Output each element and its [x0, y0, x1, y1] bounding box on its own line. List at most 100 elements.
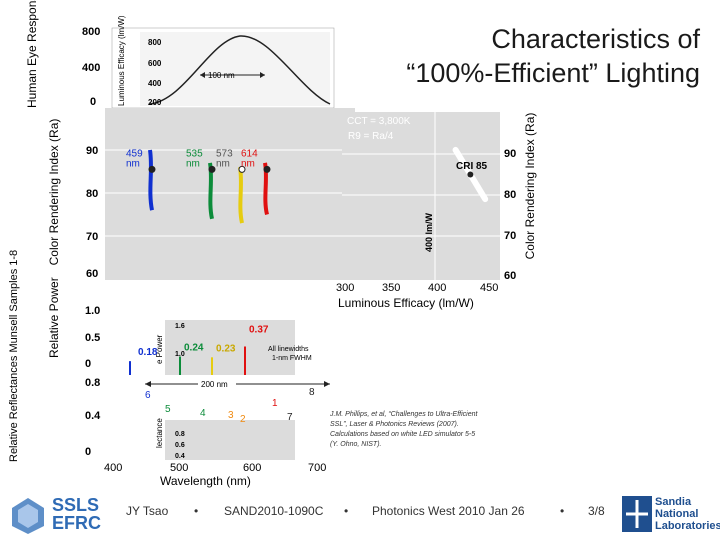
cri-label-number: 573: [216, 148, 233, 159]
eye-tick-800: 800: [82, 26, 101, 38]
munsell-sample-4: 4: [200, 408, 206, 419]
ssls-logo-icon: [12, 498, 44, 534]
inset-efficacy-tick-800: 800: [148, 38, 162, 47]
inset-efficacy-tick-400: 400: [148, 79, 162, 88]
cct-annotation: CCT = 3,800K: [347, 116, 411, 127]
reflectance-panel: [165, 420, 295, 460]
footer-page: 3/8: [588, 504, 605, 518]
power-tick-05: 0.5: [85, 332, 101, 344]
cri-label-number: 459: [126, 148, 143, 159]
cri-right-tick-80: 80: [504, 189, 517, 201]
r9-annotation: R9 = Ra/4: [348, 131, 394, 142]
power-tick-0: 0: [85, 358, 92, 370]
cri85-annotation: CRI 85: [456, 161, 488, 172]
slide-title: Characteristics of “100%-Efficient” Ligh…: [340, 22, 700, 90]
footer-sep-1: •: [194, 504, 199, 518]
cri-marker-535nm: [208, 165, 216, 173]
munsell-sample-1: 1: [272, 398, 278, 409]
footer: SSLS EFRC JY Tsao • SAND2010-1090C • Pho…: [0, 490, 720, 540]
cri-line-459nm: [148, 149, 154, 211]
ssls-logo-text: SSLS EFRC: [52, 495, 101, 533]
cri-label-unit: nm: [126, 158, 140, 169]
wl-tick-500: 500: [170, 462, 189, 474]
footer-sep-3: •: [560, 504, 565, 518]
cri-label-unit: nm: [241, 158, 255, 169]
cri-right-tick-90: 90: [504, 148, 517, 160]
eff-tick-400: 400: [428, 282, 447, 294]
eff-tick-300: 300: [336, 282, 355, 294]
power-value-label: 0.18: [138, 347, 158, 358]
footer-sep-2: •: [344, 504, 349, 518]
cri-label-unit: nm: [216, 158, 230, 169]
inset-efficacy-tick-200: 200: [148, 98, 162, 107]
power-value-label: 0.37: [249, 325, 269, 336]
munsell-sample-6: 6: [145, 390, 151, 401]
cri-label-number: 614: [241, 148, 258, 159]
cri-left-tick-70: 70: [86, 231, 99, 243]
cri-marker-614nm: [263, 165, 271, 173]
power-value-label: 0.24: [184, 343, 204, 354]
power-tick-10: 1.0: [85, 305, 101, 317]
power-panel: [165, 320, 295, 375]
wl-tick-600: 600: [243, 462, 262, 474]
title-line-2: “100%-Efficient” Lighting: [406, 58, 700, 88]
eye-tick-400: 400: [82, 62, 101, 74]
munsell-sample-8: 8: [309, 387, 315, 398]
inset-reflect-label: lectance: [155, 418, 164, 448]
title-line-1: Characteristics of: [491, 24, 700, 54]
eff-tick-350: 350: [382, 282, 401, 294]
wavelength-axis-label: Wavelength (nm): [160, 474, 251, 488]
footer-doc-id: SAND2010-1090C: [224, 504, 324, 518]
wl-tick-400: 400: [104, 462, 123, 474]
inset-power-tick-16: 1.6: [175, 323, 185, 330]
efficacy-gridlines: [342, 153, 500, 237]
munsell-sample-7: 7: [287, 412, 293, 423]
inset-efficacy-label: Luminous Efficacy (lm/W): [117, 15, 126, 106]
cri-gridlines: [105, 149, 355, 237]
eye-tick-0: 0: [90, 96, 97, 108]
sandia-logo-icon: [622, 496, 652, 532]
inset-reflect-tick-08: 0.8: [175, 431, 185, 438]
inset-reflect-tick-04: 0.4: [175, 453, 185, 460]
span-200nm-label: 200 nm: [201, 380, 228, 389]
lm400-label: 400 lm/W: [424, 212, 434, 252]
eye-response-curve: [149, 35, 331, 105]
power-bars: 0.18 0.24 0.23 0.37: [129, 325, 269, 375]
span-arrow-right: [324, 381, 330, 387]
footer-event: Photonics West 2010 Jan 26: [372, 504, 525, 518]
cri-panel: [105, 108, 355, 280]
cri-marker-459nm: [148, 165, 156, 173]
cri-right-tick-70: 70: [504, 230, 517, 242]
cri-label-number: 535: [186, 148, 203, 159]
linewidth-note-2: 1-nm FWHM: [272, 355, 312, 362]
inset-100nm-label: 100 nm: [208, 71, 235, 80]
sandia-logo-text: Sandia National Laboratories: [655, 496, 720, 532]
efficacy-panel: [342, 112, 500, 280]
munsell-sample-5: 5: [165, 404, 171, 415]
inset-power-label: e Power: [155, 334, 164, 364]
cri-left-tick-80: 80: [86, 188, 99, 200]
cri-label-unit: nm: [186, 158, 200, 169]
cri-right-axis-label: Color Rendering Index (Ra): [523, 112, 537, 260]
reflect-tick-08: 0.8: [85, 377, 101, 389]
efficacy-curve: [452, 146, 489, 203]
inset-reflect-tick-06: 0.6: [175, 442, 185, 449]
cri-line-573nm: [238, 166, 244, 224]
cri85-marker: [467, 171, 474, 178]
footer-author: JY Tsao: [126, 504, 169, 518]
munsell-sample-2: 2: [240, 414, 246, 425]
cri-left-tick-60: 60: [86, 268, 99, 280]
inset-power-tick-10: 1.0: [175, 351, 185, 358]
wl-tick-700: 700: [308, 462, 327, 474]
efficacy-axis-label: Luminous Efficacy (lm/W): [338, 296, 474, 310]
cri-left-tick-90: 90: [86, 145, 99, 157]
citation: J.M. Phillips, et al, “Challenges to Ult…: [330, 411, 478, 448]
reflect-tick-04: 0.4: [85, 410, 101, 422]
power-value-label: 0.23: [216, 343, 236, 354]
reflect-tick-0: 0: [85, 446, 92, 458]
linewidth-note-1: All linewidths: [268, 346, 309, 353]
eye-response-inset: 100 nm 800 600 400 200 Luminous Efficacy…: [111, 15, 335, 109]
